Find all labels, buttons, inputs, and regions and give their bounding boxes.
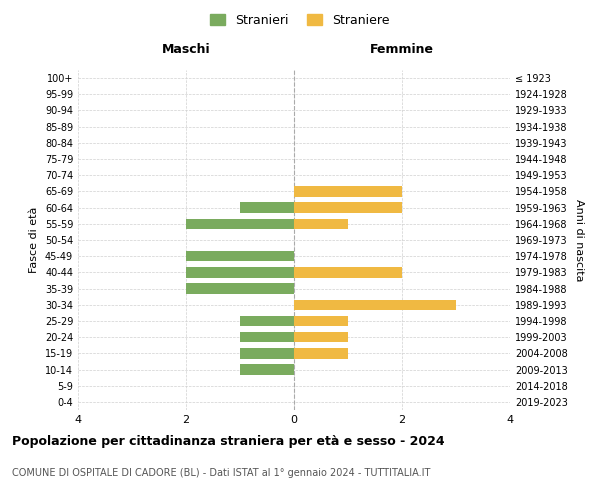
Bar <box>240 332 294 342</box>
Text: Popolazione per cittadinanza straniera per età e sesso - 2024: Popolazione per cittadinanza straniera p… <box>12 435 445 448</box>
Bar <box>240 364 294 375</box>
Bar <box>294 316 348 326</box>
Bar <box>186 218 294 229</box>
Bar <box>294 267 402 278</box>
Bar <box>186 267 294 278</box>
Bar <box>240 202 294 213</box>
Legend: Stranieri, Straniere: Stranieri, Straniere <box>205 8 395 32</box>
Bar <box>294 202 402 213</box>
Text: COMUNE DI OSPITALE DI CADORE (BL) - Dati ISTAT al 1° gennaio 2024 - TUTTITALIA.I: COMUNE DI OSPITALE DI CADORE (BL) - Dati… <box>12 468 430 477</box>
Bar <box>294 186 402 196</box>
Y-axis label: Anni di nascita: Anni di nascita <box>574 198 584 281</box>
Bar <box>186 284 294 294</box>
Y-axis label: Fasce di età: Fasce di età <box>29 207 39 273</box>
Bar <box>294 218 348 229</box>
Bar <box>294 332 348 342</box>
Text: Maschi: Maschi <box>161 44 211 57</box>
Bar <box>294 348 348 358</box>
Bar <box>186 251 294 262</box>
Text: Femmine: Femmine <box>370 44 434 57</box>
Bar <box>294 300 456 310</box>
Bar <box>240 316 294 326</box>
Bar <box>240 348 294 358</box>
